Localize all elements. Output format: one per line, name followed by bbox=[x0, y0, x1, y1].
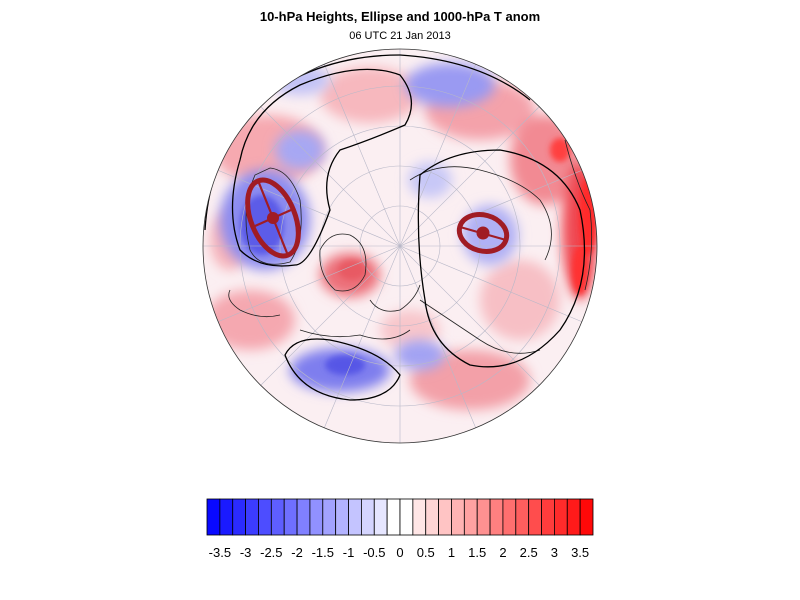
colorbar-tick-label: -3 bbox=[240, 545, 252, 560]
colorbar-box bbox=[206, 498, 221, 536]
colorbar-box bbox=[451, 498, 465, 536]
polar-map bbox=[202, 48, 598, 444]
colorbar-box bbox=[373, 498, 388, 536]
figure-title: 10-hPa Heights, Ellipse and 1000-hPa T a… bbox=[259, 9, 541, 24]
colorbar-box bbox=[566, 498, 581, 536]
figure-subtitle: 06 UTC 21 Jan 2013 bbox=[349, 30, 451, 42]
colorbar-box bbox=[386, 498, 401, 536]
colorbar-box bbox=[425, 498, 440, 536]
colorbar-tick-label: -1.5 bbox=[312, 545, 334, 560]
colorbar-tick-label: 1.5 bbox=[468, 545, 486, 560]
colorbar-box bbox=[322, 498, 337, 536]
colorbar-box bbox=[348, 498, 362, 536]
colorbar-tick-label: -2.5 bbox=[260, 545, 282, 560]
colorbar-box bbox=[554, 498, 568, 536]
colorbar-box bbox=[283, 498, 298, 536]
colorbar-tick-label: 2 bbox=[499, 545, 506, 560]
vortex-ellipse-right bbox=[456, 212, 510, 254]
colorbar-tick-label: 0.5 bbox=[417, 545, 435, 560]
colorbar-tick-label: 1 bbox=[448, 545, 455, 560]
colorbar-tick-label: -1 bbox=[343, 545, 355, 560]
colorbar-box bbox=[360, 498, 375, 536]
colorbar-box bbox=[502, 498, 517, 536]
colorbar-tick-label: 3.5 bbox=[571, 545, 589, 560]
colorbar-box bbox=[245, 498, 259, 536]
colorbar-box bbox=[541, 498, 555, 536]
globe-outline bbox=[202, 48, 598, 444]
vortex-ellipse-left bbox=[245, 177, 301, 259]
vortex-center-right bbox=[476, 226, 490, 240]
colorbar-box bbox=[476, 498, 491, 536]
graticule bbox=[203, 49, 597, 443]
colorbar-tick-label: 2.5 bbox=[520, 545, 538, 560]
colorbar-tick-label: -3.5 bbox=[209, 545, 231, 560]
colorbar-box bbox=[232, 498, 246, 536]
strong-cold-patches bbox=[240, 195, 365, 375]
globe-fill bbox=[203, 49, 597, 443]
colorbar-box bbox=[515, 498, 530, 536]
colorbar-box bbox=[528, 498, 542, 536]
colorbar-box bbox=[579, 498, 594, 536]
colorbar-box bbox=[438, 498, 452, 536]
colorbar-box bbox=[412, 498, 427, 536]
colorbar-tick-label: 3 bbox=[551, 545, 558, 560]
colorbar-box bbox=[219, 498, 234, 536]
colorbar-box bbox=[489, 498, 504, 536]
colorbar-box bbox=[309, 498, 324, 536]
colorbar-box bbox=[335, 498, 349, 536]
colorbar-tick-label: -0.5 bbox=[363, 545, 385, 560]
colorbar-box bbox=[296, 498, 311, 536]
colorbar-box bbox=[399, 498, 414, 536]
colorbar-tick-label: -2 bbox=[291, 545, 303, 560]
colorbar-tick-label: 0 bbox=[396, 545, 403, 560]
coastlines bbox=[228, 139, 593, 354]
colorbar-box bbox=[463, 498, 478, 536]
colorbar-labels: -3.5 -3 -2.5 -2 -1.5 -1 -0.5 0 0.5 1 1.5 2 2.5 3 3.5 bbox=[209, 545, 590, 560]
vortex-center-left bbox=[267, 212, 279, 224]
colorbar-box bbox=[258, 498, 272, 536]
colorbar-boxes bbox=[206, 498, 594, 536]
colorbar-box bbox=[270, 498, 285, 536]
